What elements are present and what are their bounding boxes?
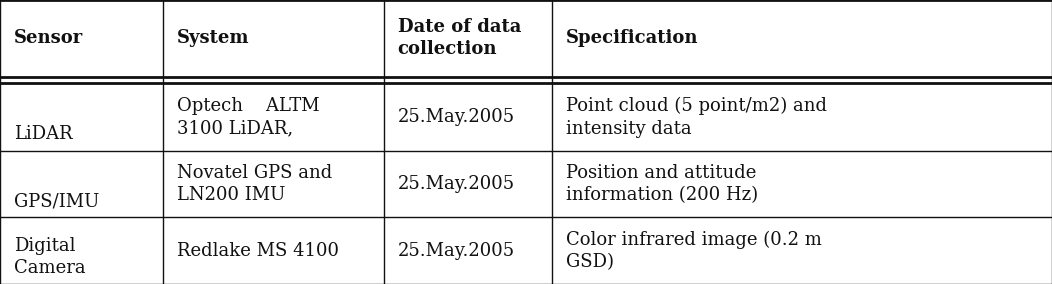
Text: Optech    ALTM
3100 LiDAR,: Optech ALTM 3100 LiDAR, xyxy=(177,97,320,137)
Text: Position and attitude
information (200 Hz): Position and attitude information (200 H… xyxy=(566,164,758,204)
Text: GPS/IMU: GPS/IMU xyxy=(14,192,99,210)
Text: Date of data
collection: Date of data collection xyxy=(398,18,521,59)
Text: Novatel GPS and
LN200 IMU: Novatel GPS and LN200 IMU xyxy=(177,164,332,204)
Text: Redlake MS 4100: Redlake MS 4100 xyxy=(177,242,339,260)
Text: LiDAR: LiDAR xyxy=(14,126,73,143)
Text: Sensor: Sensor xyxy=(14,29,83,47)
Text: Digital
Camera: Digital Camera xyxy=(14,237,85,277)
Text: 25.May.2005: 25.May.2005 xyxy=(398,108,514,126)
Text: 25.May.2005: 25.May.2005 xyxy=(398,175,514,193)
Text: Point cloud (5 point/m2) and
intensity data: Point cloud (5 point/m2) and intensity d… xyxy=(566,97,827,138)
Text: System: System xyxy=(177,29,249,47)
Text: 25.May.2005: 25.May.2005 xyxy=(398,242,514,260)
Text: Color infrared image (0.2 m
GSD): Color infrared image (0.2 m GSD) xyxy=(566,230,822,271)
Text: Specification: Specification xyxy=(566,29,699,47)
